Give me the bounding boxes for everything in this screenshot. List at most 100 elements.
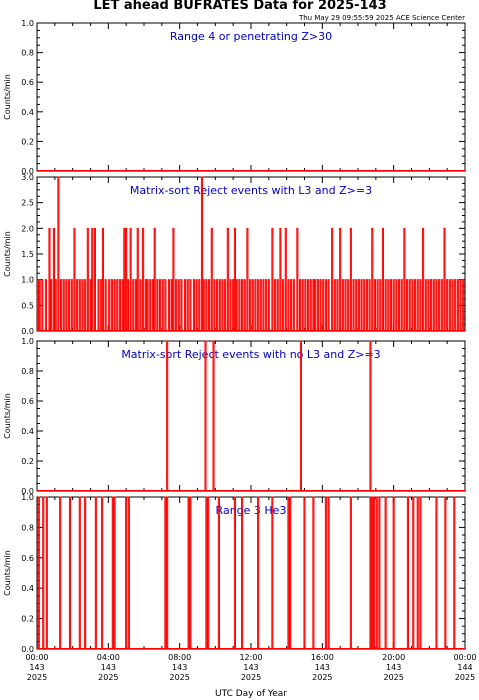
panel-2: 0.0 0.5 1.0 1.5 2.0 2.5 3.0 Counts/min Matrix-so… xyxy=(3,173,466,336)
data-spike xyxy=(149,279,152,331)
data-spike xyxy=(355,279,358,331)
chart-title: LET ahead BUFRATES Data for 2025-143 xyxy=(93,0,386,13)
data-spike xyxy=(123,227,126,331)
data-spike xyxy=(144,279,147,331)
data-spike xyxy=(36,279,39,331)
y-tick-label: 2.5 xyxy=(21,199,34,208)
y-tick-label: 0.4 xyxy=(21,108,34,117)
data-spike xyxy=(68,279,71,331)
y-tick-label: 1.5 xyxy=(21,250,34,259)
data-spike xyxy=(189,496,192,649)
y-tick-label: 1.0 xyxy=(21,337,34,346)
data-spike xyxy=(392,496,395,649)
data-spike xyxy=(262,279,265,331)
x-tick-label: 00:00 xyxy=(25,653,48,662)
data-spike xyxy=(292,279,295,331)
data-spike xyxy=(60,279,63,331)
panel-frame xyxy=(36,22,466,172)
data-spike xyxy=(50,279,53,331)
x-tick-label: 16:00 xyxy=(311,653,334,662)
data-spike xyxy=(108,279,111,331)
data-spike xyxy=(45,496,48,649)
x-tick-label: 2025 xyxy=(455,673,475,682)
panel-annotation: Matrix-sort Reject events with no L3 and… xyxy=(121,348,380,361)
data-spike xyxy=(195,279,198,331)
data-spike xyxy=(166,496,169,649)
data-spike xyxy=(304,279,307,331)
x-tick-label: 143 xyxy=(315,663,330,672)
data-spike xyxy=(276,279,279,331)
data-spike xyxy=(198,279,201,331)
data-spike xyxy=(312,279,315,331)
data-spike xyxy=(101,227,105,331)
x-axis-tick-labels: 00:00143202504:00143202508:00143202512:0… xyxy=(25,653,476,682)
y-tick-label: 0.0 xyxy=(21,167,34,176)
data-spike xyxy=(259,279,262,331)
data-spike xyxy=(368,279,371,331)
data-spike xyxy=(238,279,241,331)
data-spike xyxy=(349,227,352,331)
data-spike xyxy=(414,279,417,331)
data-spike xyxy=(205,279,208,331)
data-spike xyxy=(251,279,254,331)
data-spike xyxy=(419,496,422,649)
data-spike xyxy=(207,496,210,649)
data-spike xyxy=(134,279,138,331)
data-series xyxy=(37,496,465,649)
data-spike xyxy=(279,227,282,331)
data-spike xyxy=(271,227,274,331)
data-spike xyxy=(365,279,368,331)
data-spike xyxy=(290,279,293,331)
data-spike xyxy=(453,496,456,649)
y-tick-label: 1.0 xyxy=(21,276,34,285)
y-tick-label: 0.6 xyxy=(21,397,34,406)
data-spike xyxy=(89,279,92,331)
y-tick-label: 0.2 xyxy=(21,137,34,146)
data-spike xyxy=(303,496,306,649)
panel-annotation: Range 4 or penetrating Z>30 xyxy=(170,30,332,43)
data-spike xyxy=(462,279,465,331)
x-tick-label: 2025 xyxy=(169,673,189,682)
data-spike xyxy=(405,279,409,331)
data-spike xyxy=(139,279,142,331)
data-spike xyxy=(298,279,302,331)
data-spike xyxy=(127,496,130,649)
data-spike xyxy=(37,496,40,649)
data-spike xyxy=(226,227,229,331)
data-spike xyxy=(113,279,116,331)
data-spike xyxy=(444,496,447,649)
data-spike xyxy=(136,227,139,331)
y-tick-label: 0.6 xyxy=(21,554,34,563)
data-spike xyxy=(221,279,224,331)
data-spike xyxy=(373,279,376,331)
data-spike xyxy=(126,279,129,331)
data-spike xyxy=(164,279,167,331)
data-spike xyxy=(432,279,435,331)
panel-frame xyxy=(36,340,466,492)
data-spike xyxy=(59,496,62,649)
data-spike xyxy=(62,279,65,331)
data-spike xyxy=(104,279,107,331)
data-spike xyxy=(379,279,382,331)
data-spike xyxy=(233,496,236,649)
data-spike xyxy=(339,227,342,331)
data-spike xyxy=(78,279,81,331)
data-spike xyxy=(419,279,422,331)
x-tick-label: 00:00 xyxy=(453,653,476,662)
x-axis-label: UTC Day of Year xyxy=(215,689,287,699)
data-spike xyxy=(146,279,149,331)
data-spike xyxy=(57,176,60,331)
data-spike xyxy=(132,279,135,331)
y-tick-label: 0.8 xyxy=(21,49,34,58)
data-spike xyxy=(254,279,257,331)
y-tick-label: 0.0 xyxy=(21,487,34,496)
data-spike xyxy=(416,279,419,331)
data-spike xyxy=(324,279,327,331)
data-spike xyxy=(94,496,97,649)
data-spike xyxy=(246,227,249,331)
y-tick-label: 0.0 xyxy=(21,645,34,654)
x-tick-label: 143 xyxy=(29,663,44,672)
data-spike xyxy=(412,496,415,649)
data-series xyxy=(36,176,465,331)
x-tick-label: 143 xyxy=(386,663,401,672)
